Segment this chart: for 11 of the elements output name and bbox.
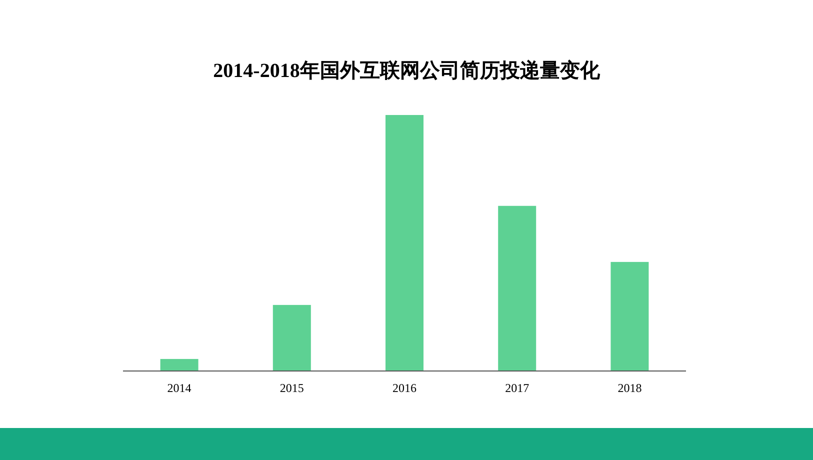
- chart-title: 2014-2018年国外互联网公司简历投递量变化: [213, 59, 601, 82]
- bar: [160, 358, 198, 371]
- x-tick-label: 2014: [167, 381, 192, 395]
- bar: [498, 206, 536, 371]
- x-tick-label: 2018: [618, 381, 642, 395]
- x-tick-label: 2016: [392, 381, 416, 395]
- bar: [272, 304, 311, 371]
- bar: [610, 262, 649, 371]
- x-tick-label: 2017: [505, 381, 530, 395]
- bar: [386, 115, 424, 371]
- x-tick-label: 2015: [280, 381, 304, 395]
